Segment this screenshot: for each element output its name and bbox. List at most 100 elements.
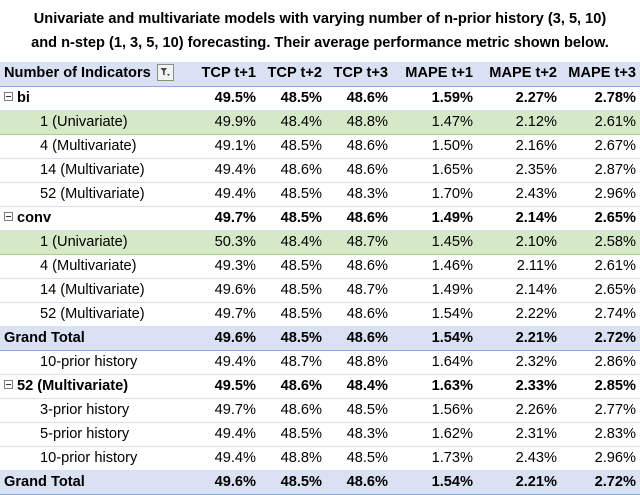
header-mape-t3: MAPE t+3 [561,62,640,87]
table-cell: 49.4% [194,158,260,183]
table-cell: 2.21% [477,469,561,495]
table-cell: 48.6% [326,134,392,159]
table-cell: 1.54% [392,469,477,495]
header-mape-t1: MAPE t+1 [392,62,477,87]
row-label: 4 (Multivariate) [0,254,194,279]
group-row-bi: bi 49.5% 48.5% 48.6% 1.59% 2.27% 2.78% [0,86,640,111]
collapse-icon[interactable] [4,380,13,390]
table-cell: 49.1% [194,134,260,159]
table-row: 10-prior history 49.4% 48.7% 48.8% 1.64%… [0,350,640,375]
table-cell: 2.33% [477,374,561,399]
table-cell: 2.21% [477,325,561,351]
table-cell: 2.16% [477,134,561,159]
table-cell: 49.4% [194,446,260,471]
table-cell: 48.6% [260,398,326,423]
pivot-table: Number of Indicators TCP t+1 TCP t+2 TCP… [0,62,640,495]
table-cell: 2.67% [561,134,640,159]
table-row: 4 (Multivariate) 49.1% 48.5% 48.6% 1.50%… [0,134,640,159]
table-cell: 49.6% [194,325,260,351]
table-row: 5-prior history 49.4% 48.5% 48.3% 1.62% … [0,422,640,447]
row-label: 10-prior history [0,446,194,471]
table-cell: 2.14% [477,206,561,231]
header-label: Number of Indicators [4,65,151,82]
filter-icon[interactable] [156,63,174,81]
table-cell: 2.31% [477,422,561,447]
row-label-cell: bi [0,86,194,111]
table-cell: 48.6% [260,374,326,399]
header-row: Number of Indicators TCP t+1 TCP t+2 TCP… [0,62,640,87]
table-cell: 2.14% [477,278,561,303]
table-cell: 48.5% [260,182,326,207]
row-label: 52 (Multivariate) [17,377,129,394]
table-cell: 1.70% [392,182,477,207]
table-cell: 2.10% [477,229,561,255]
row-label: 5-prior history [0,422,194,447]
table-row: 4 (Multivariate) 49.3% 48.5% 48.6% 1.46%… [0,254,640,279]
table-cell: 48.5% [326,398,392,423]
table-cell: 2.11% [477,254,561,279]
table-cell: 48.6% [326,469,392,495]
table-cell: 1.62% [392,422,477,447]
header-tcp-t1: TCP t+1 [194,62,260,87]
table-cell: 49.4% [194,182,260,207]
row-label: 1 (Univariate) [0,109,194,135]
table-cell: 48.8% [326,350,392,375]
table-cell: 48.3% [326,182,392,207]
table-cell: 48.6% [326,302,392,327]
table-cell: 1.56% [392,398,477,423]
table-cell: 48.6% [260,158,326,183]
table-cell: 48.5% [260,422,326,447]
table-cell: 2.96% [561,182,640,207]
table-cell: 49.5% [194,374,260,399]
table-cell: 48.8% [260,446,326,471]
table-cell: 48.6% [326,254,392,279]
row-label-cell: 52 (Multivariate) [0,374,194,399]
table-cell: 1.73% [392,446,477,471]
table-row: 1 (Univariate) 50.3% 48.4% 48.7% 1.45% 2… [0,229,640,255]
table-cell: 2.87% [561,158,640,183]
table-cell: 2.12% [477,109,561,135]
table-cell: 48.8% [326,109,392,135]
row-label: Grand Total [0,325,194,351]
table-cell: 1.47% [392,109,477,135]
table-cell: 48.3% [326,422,392,447]
table-cell: 49.7% [194,302,260,327]
table-cell: 49.4% [194,350,260,375]
row-label: 4 (Multivariate) [0,134,194,159]
group-row-conv: conv 49.7% 48.5% 48.6% 1.49% 2.14% 2.65% [0,206,640,231]
table-cell: 48.5% [260,206,326,231]
table-cell: 1.49% [392,278,477,303]
table-cell: 48.5% [260,134,326,159]
collapse-icon[interactable] [4,212,13,222]
row-label-cell: conv [0,206,194,231]
table-cell: 48.4% [326,374,392,399]
table-cell: 1.59% [392,86,477,111]
title-line-2: and n-step (1, 3, 5, 10) forecasting. Th… [31,35,609,51]
row-label: 10-prior history [0,350,194,375]
table-cell: 2.86% [561,350,640,375]
row-label: 14 (Multivariate) [0,278,194,303]
collapse-icon[interactable] [4,92,13,102]
table-cell: 49.4% [194,422,260,447]
row-label: 52 (Multivariate) [0,182,194,207]
table-cell: 2.72% [561,325,640,351]
table-cell: 49.7% [194,398,260,423]
table-cell: 48.6% [326,206,392,231]
table-cell: 1.50% [392,134,477,159]
table-cell: 1.63% [392,374,477,399]
table-cell: 2.58% [561,229,640,255]
table-cell: 2.43% [477,446,561,471]
table-cell: 2.61% [561,254,640,279]
table-cell: 1.54% [392,302,477,327]
table-cell: 1.54% [392,325,477,351]
table-cell: 48.5% [260,278,326,303]
table-row: 14 (Multivariate) 49.6% 48.5% 48.7% 1.49… [0,278,640,303]
sheet-title: Univariate and multivariate models with … [0,0,640,62]
table-cell: 50.3% [194,229,260,255]
row-label: 52 (Multivariate) [0,302,194,327]
header-number-of-indicators[interactable]: Number of Indicators [0,62,194,87]
table-row: 52 (Multivariate) 49.7% 48.5% 48.6% 1.54… [0,302,640,327]
table-cell: 2.65% [561,206,640,231]
table-cell: 49.5% [194,86,260,111]
table-cell: 1.64% [392,350,477,375]
